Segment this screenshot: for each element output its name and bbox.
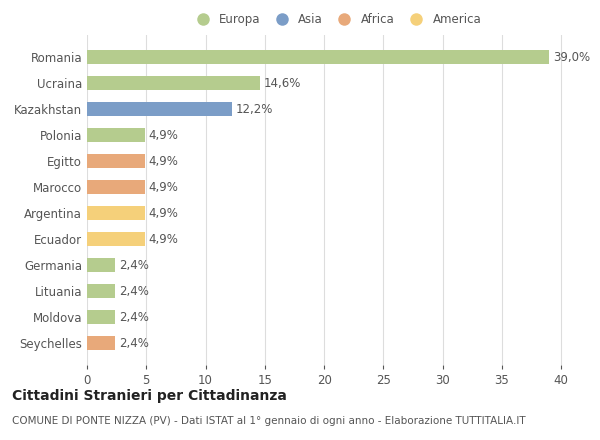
Bar bbox=[87, 180, 145, 194]
Text: 39,0%: 39,0% bbox=[553, 51, 590, 64]
Bar bbox=[87, 284, 115, 298]
Text: Cittadini Stranieri per Cittadinanza: Cittadini Stranieri per Cittadinanza bbox=[12, 389, 287, 403]
Bar bbox=[87, 128, 145, 143]
Bar bbox=[87, 258, 115, 272]
Text: 4,9%: 4,9% bbox=[149, 207, 179, 220]
Bar bbox=[87, 76, 260, 91]
Text: 12,2%: 12,2% bbox=[235, 103, 272, 116]
Bar bbox=[87, 154, 145, 169]
Text: 14,6%: 14,6% bbox=[263, 77, 301, 90]
Text: 2,4%: 2,4% bbox=[119, 259, 149, 271]
Bar bbox=[87, 232, 145, 246]
Text: COMUNE DI PONTE NIZZA (PV) - Dati ISTAT al 1° gennaio di ogni anno - Elaborazion: COMUNE DI PONTE NIZZA (PV) - Dati ISTAT … bbox=[12, 416, 526, 426]
Bar bbox=[87, 336, 115, 350]
Text: 2,4%: 2,4% bbox=[119, 285, 149, 297]
Legend: Europa, Asia, Africa, America: Europa, Asia, Africa, America bbox=[191, 13, 481, 26]
Text: 4,9%: 4,9% bbox=[149, 181, 179, 194]
Bar bbox=[87, 50, 550, 65]
Text: 4,9%: 4,9% bbox=[149, 233, 179, 246]
Text: 2,4%: 2,4% bbox=[119, 311, 149, 323]
Text: 2,4%: 2,4% bbox=[119, 337, 149, 349]
Text: 4,9%: 4,9% bbox=[149, 129, 179, 142]
Bar bbox=[87, 102, 232, 117]
Bar bbox=[87, 310, 115, 324]
Bar bbox=[87, 206, 145, 220]
Text: 4,9%: 4,9% bbox=[149, 155, 179, 168]
